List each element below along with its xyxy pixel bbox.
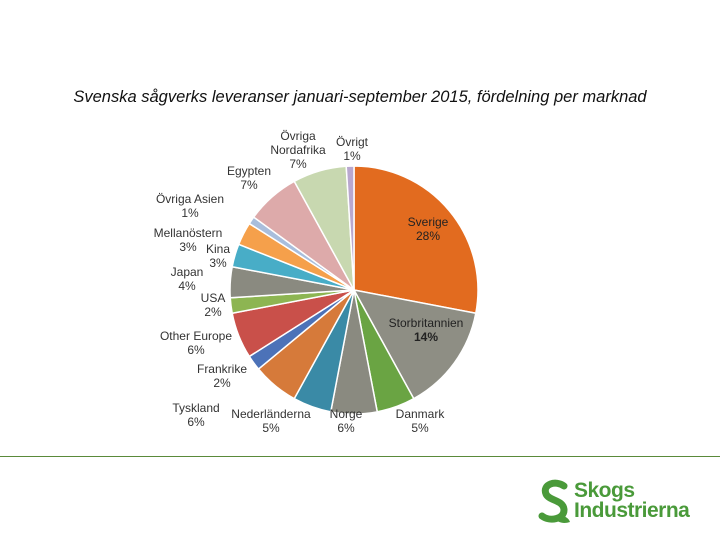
slice-category-label: Mellanöstern — [154, 226, 223, 240]
slice-percent-label: 2% — [204, 305, 222, 319]
pie-slice-2 — [352, 288, 477, 400]
slice-category-label: Kina — [206, 242, 230, 256]
pie-labels: Sverige28%Storbritannien14%Danmark5%Norg… — [154, 129, 464, 435]
slice-category-label: Tyskland — [172, 401, 219, 415]
slice-percent-label: 3% — [179, 240, 197, 254]
slice-percent-label: 6% — [337, 421, 355, 435]
pie-slice-16 — [345, 165, 355, 291]
chart-title: Svenska sågverks leveranser januari-sept… — [73, 88, 647, 106]
footer-divider — [0, 456, 720, 457]
slice-category-label: Storbritannien — [389, 316, 464, 330]
slice-category-label: USA — [201, 291, 226, 305]
slice-percent-label: 5% — [262, 421, 280, 435]
logo-s-icon — [538, 479, 570, 523]
slice-percent-label: 1% — [181, 206, 199, 220]
pie-slice-1 — [353, 165, 479, 315]
slice-category-label: Sverige — [408, 215, 449, 229]
slice-category-label: Övrigt — [336, 135, 369, 149]
slice-percent-label: 6% — [187, 415, 205, 429]
slice-percent-label: 2% — [213, 376, 231, 390]
slice-percent-label: 5% — [411, 421, 429, 435]
slice-percent-label: 3% — [209, 256, 227, 270]
slice-percent-label: 14% — [414, 330, 438, 344]
slice-category-label: Norge — [330, 407, 363, 421]
logo-line2: Industrierna — [574, 499, 690, 522]
slice-category-label: Övriga — [280, 129, 316, 143]
slice-category-label: Nederländerna — [231, 407, 311, 421]
logo-line1: Skogs — [574, 479, 635, 502]
slice-category-label: Övriga Asien — [156, 192, 224, 206]
slice-category-label: Egypten — [227, 164, 271, 178]
slice-category-label: Other Europe — [160, 329, 232, 343]
slice-percent-label: 1% — [343, 149, 361, 163]
slice-category-label: Japan — [171, 265, 204, 279]
slice-percent-label: 7% — [240, 178, 258, 192]
slice-percent-label: 6% — [187, 343, 205, 357]
slice-percent-label: 4% — [178, 279, 196, 293]
pie-slices — [229, 165, 479, 415]
slice-percent-label: 28% — [416, 229, 440, 243]
slice-category-label: Danmark — [396, 407, 446, 421]
slice-category-label: Nordafrika — [270, 143, 326, 157]
slice-category-label: Frankrike — [197, 362, 247, 376]
skogsindustrierna-logo: Skogs Industrierna — [538, 478, 698, 524]
slice-percent-label: 7% — [289, 157, 307, 171]
